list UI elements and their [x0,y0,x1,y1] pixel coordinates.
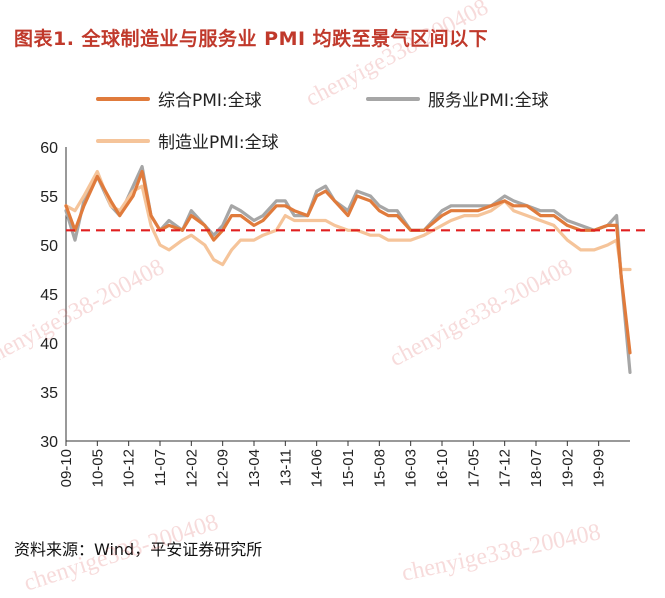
legend-item-composite: 综合PMI:全球 [96,86,262,111]
legend-swatch-services [366,96,420,101]
x-tick-label: 17-12 [497,449,514,487]
x-tick-label: 10-12 [121,449,138,487]
series-line-composite [64,169,632,355]
x-tick-label: 17-05 [465,449,482,487]
legend-label-manufacturing: 制造业PMI:全球 [158,133,279,153]
x-tick-label: 15-08 [371,449,388,487]
chart-title: 图表1. 全球制造业与服务业 PMI 均跌至景气区间以下 [14,28,489,50]
series-line-services [64,165,632,374]
x-tick-label: 15-01 [340,449,357,487]
x-tick-label: 13-04 [246,449,263,487]
x-tick-label: 12-09 [215,449,232,487]
x-tick-label: 14-06 [309,449,326,487]
y-tick-label: 55 [40,189,58,206]
y-tick-label: 35 [40,385,58,402]
series-line-manufacturing [64,169,632,272]
y-tick-label: 40 [40,336,58,353]
x-tick-label: 09-10 [58,449,75,487]
x-tick-label: 16-10 [434,449,451,487]
x-tick-label: 19-02 [559,449,576,487]
source-note: 资料来源：Wind，平安证券研究所 [14,540,263,559]
x-tick-label: 13-11 [277,449,294,486]
legend-swatch-composite [96,96,150,101]
x-tick-label: 10-05 [89,449,106,487]
pmi-line-chart: 30 35 40 45 50 55 60 09-10 10-05 10-12 11-07 12-02 1… [40,140,645,487]
x-tick-label: 18-07 [528,449,545,487]
legend-item-manufacturing: 制造业PMI:全球 [96,128,279,153]
legend-item-services: 服务业PMI:全球 [366,86,549,111]
y-tick-label: 45 [40,287,58,304]
x-tick-label: 12-02 [183,449,200,487]
y-tick-label: 30 [40,434,58,451]
x-tick-label: 19-09 [591,449,608,487]
legend-label-services: 服务业PMI:全球 [428,91,549,111]
legend-swatch-manufacturing [96,138,150,143]
x-tick-label: 11-07 [152,449,169,486]
legend-label-composite: 综合PMI:全球 [158,91,262,111]
y-tick-label: 60 [40,140,58,157]
y-tick-label: 50 [40,238,58,255]
x-tick-label: 16-03 [403,449,420,487]
